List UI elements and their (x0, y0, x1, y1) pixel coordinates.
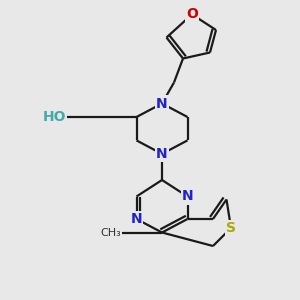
Text: N: N (156, 147, 168, 161)
Text: CH₃: CH₃ (100, 227, 122, 238)
Text: N: N (131, 212, 142, 226)
Text: S: S (226, 221, 236, 235)
Text: O: O (186, 8, 198, 21)
Text: N: N (182, 190, 193, 203)
Text: HO: HO (43, 110, 66, 124)
Text: N: N (156, 97, 168, 110)
